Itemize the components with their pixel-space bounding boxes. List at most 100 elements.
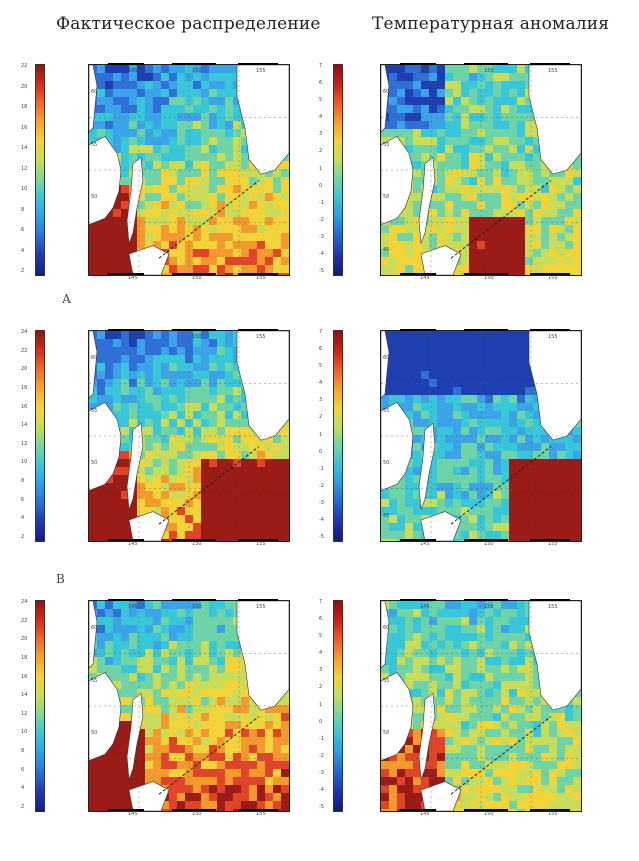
frame-scale-bar	[464, 539, 508, 541]
frame-scale-bar	[108, 329, 144, 331]
frame-scale-bar	[172, 599, 216, 601]
land-mass	[418, 422, 436, 510]
colorbar-tick-label: -3	[319, 769, 324, 776]
frame-scale-bar	[530, 273, 570, 275]
longitude-label-bottom: 145	[420, 275, 430, 281]
longitude-label-top: 145	[128, 68, 138, 74]
land-mass	[528, 601, 581, 711]
map-right-mid	[380, 330, 582, 542]
colorbar-tick-label: 7	[319, 63, 323, 69]
land-mass	[420, 781, 462, 811]
longitude-label-top: 150	[484, 68, 494, 74]
colorbar-tick-label: 12	[21, 440, 28, 447]
frame-scale-bar	[172, 273, 216, 275]
frame-scale-bar	[400, 539, 436, 541]
kuril-islands	[450, 446, 552, 525]
kuril-islands	[158, 180, 260, 259]
latitude-label: 45	[91, 782, 98, 789]
latitude-label: 45	[91, 246, 98, 253]
colorbar-tick-label: 1	[319, 431, 323, 438]
colorbar-tick-label: 6	[319, 80, 323, 87]
colorbar-tick-label: 16	[21, 124, 28, 131]
latitude-label: 60	[91, 355, 98, 362]
frame-scale-bar	[464, 329, 508, 331]
colorbar-tick-label: 24	[21, 599, 28, 605]
colorbar-ticks-left-mid: 24 22 20 18 16 14 12 10 8 6 4 2	[21, 330, 35, 540]
land-mass	[128, 511, 170, 541]
colorbar-left-bot	[35, 600, 45, 812]
longitude-label-top: 155	[256, 604, 266, 610]
frame-scale-bar	[530, 599, 570, 601]
latitude-label: 60	[383, 625, 390, 632]
frame-scale-bar	[108, 599, 144, 601]
kuril-islands	[450, 716, 552, 795]
frame-scale-bar	[108, 539, 144, 541]
colorbar-tick-label: 20	[21, 636, 28, 643]
colorbar-tick-label: -3	[319, 499, 324, 506]
colorbar-tick-label: 4	[319, 114, 323, 121]
longitude-label-top: 150	[192, 334, 202, 340]
colorbar-tick-label: 22	[21, 347, 28, 354]
colorbar-tick-label: 14	[21, 145, 28, 151]
longitude-label-top: 155	[256, 68, 266, 74]
colorbar-tick-label: 2	[319, 684, 323, 691]
latitude-label: 55	[91, 407, 98, 414]
longitude-label-bottom: 150	[192, 275, 202, 281]
sst-field-right-mid	[381, 331, 581, 541]
latitude-label: 60	[91, 625, 98, 632]
frame-scale-bar	[400, 63, 436, 65]
latitude-label: 45	[383, 782, 390, 789]
colorbar-tick-label: 3	[319, 667, 323, 674]
sst-field-left-bot	[89, 601, 289, 811]
frame-scale-bar	[108, 63, 144, 65]
longitude-label-bottom: 150	[192, 811, 202, 817]
land-mass	[126, 422, 144, 510]
longitude-label-top: 150	[484, 334, 494, 340]
frame-scale-bar	[530, 63, 570, 65]
longitude-label-top: 150	[484, 604, 494, 610]
colorbar-tick-label: 3	[319, 397, 323, 404]
sst-field-right-top	[381, 65, 581, 275]
colorbar-tick-label: 8	[21, 478, 25, 485]
land-mass	[236, 331, 289, 441]
map-left-mid	[88, 330, 290, 542]
longitude-label-bottom: 155	[256, 275, 266, 281]
colorbar-tick-label: 6	[21, 496, 25, 503]
longitude-label-bottom: 155	[256, 541, 266, 547]
land-mass	[128, 781, 170, 811]
frame-scale-bar	[238, 809, 278, 811]
land-mass	[381, 601, 390, 669]
longitude-label-bottom: 150	[484, 811, 494, 817]
colorbar-tick-label: 14	[21, 692, 28, 699]
latitude-label: 60	[383, 89, 390, 96]
colorbar-tick-label: -5	[319, 268, 324, 274]
frame-scale-bar	[238, 599, 278, 601]
colorbar-tick-label: 4	[319, 380, 323, 387]
colorbar-tick-label: 4	[21, 515, 25, 522]
land-mass	[528, 331, 581, 441]
longitude-label-bottom: 145	[420, 811, 430, 817]
longitude-label-bottom: 145	[128, 275, 138, 281]
frame-scale-bar	[172, 329, 216, 331]
longitude-label-top: 145	[420, 68, 430, 74]
latitude-label: 60	[91, 89, 98, 96]
latitude-label: 50	[91, 730, 98, 737]
frame-scale-bar	[108, 273, 144, 275]
colorbar-tick-label: -3	[319, 233, 324, 240]
colorbar-tick-label: -2	[319, 216, 324, 223]
colorbar-tick-label: 24	[21, 329, 28, 335]
frame-scale-bar	[238, 273, 278, 275]
latitude-label: 50	[91, 194, 98, 201]
colorbar-right-top	[333, 64, 343, 276]
colorbar-tick-label: -5	[319, 804, 324, 810]
colorbar-ticks-left-bot: 24 22 20 18 16 14 12 10 8 6 4 2	[21, 600, 35, 810]
colorbar-left-mid	[35, 330, 45, 542]
colorbar-tick-label: 10	[21, 459, 28, 466]
longitude-label-bottom: 155	[548, 811, 558, 817]
frame-scale-bar	[108, 809, 144, 811]
frame-scale-bar	[530, 809, 570, 811]
longitude-label-bottom: 150	[192, 541, 202, 547]
colorbar-tick-label: 18	[21, 384, 28, 391]
frame-scale-bar	[400, 329, 436, 331]
latitude-label: 55	[91, 677, 98, 684]
